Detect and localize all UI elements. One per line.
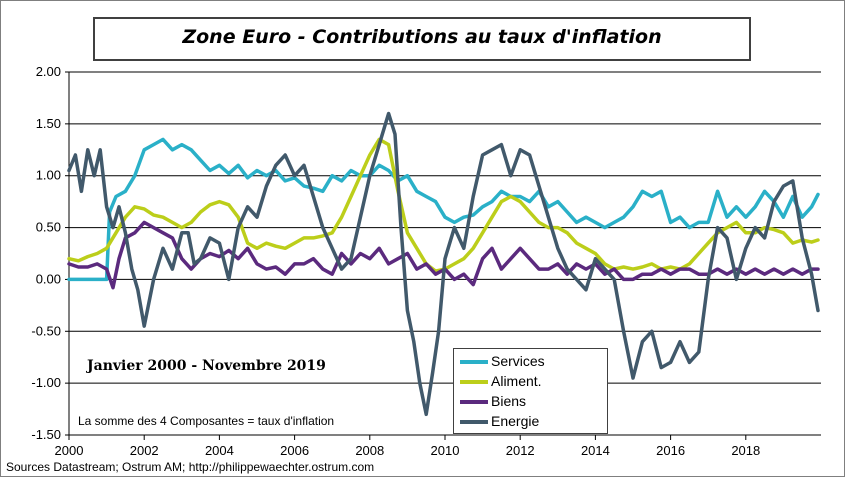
y-tick-label-0: 2.00	[36, 64, 61, 79]
chart-title: Zone Euro - Contributions au taux d'infl…	[182, 26, 662, 48]
series-line-services	[67, 137, 820, 282]
series-line-biens	[67, 220, 820, 290]
x-axis-tick-labels: 2000 2002 2004 2006 2008 2010 2012 2014 2016 2018	[55, 443, 761, 458]
legend-swatch-biens	[460, 400, 488, 404]
y-axis-tick-labels: 2.00 1.50 1.00 0.50 0.00 -0.50 -1.00 -1.50	[31, 64, 61, 442]
legend-swatch-energie	[460, 420, 488, 424]
x-tick-label-0: 2000	[55, 443, 84, 458]
y-tick-label-2: 1.00	[36, 168, 61, 183]
title-box: Zone Euro - Contributions au taux d'infl…	[93, 17, 751, 61]
x-tick-label-8: 2016	[656, 443, 685, 458]
axes	[65, 71, 821, 440]
legend-swatch-services	[460, 360, 488, 364]
x-tick-label-3: 2006	[280, 443, 309, 458]
legend-item-energie: Energie	[460, 411, 605, 431]
y-tick-label-7: -1.50	[31, 427, 61, 442]
series-line-aliment	[67, 137, 820, 273]
y-tick-label-4: 0.00	[36, 271, 61, 286]
x-tick-label-6: 2012	[506, 443, 535, 458]
legend-swatch-aliment	[460, 380, 488, 384]
y-tick-label-5: -0.50	[31, 323, 61, 338]
y-tick-label-3: 0.50	[36, 220, 61, 235]
legend-item-biens: Biens	[460, 391, 605, 411]
source-text: Sources Datastream; Ostrum AM; http://ph…	[6, 460, 375, 474]
note-text: La somme des 4 Composantes = taux d'infl…	[78, 414, 335, 428]
series-line-energie	[67, 111, 820, 417]
y-tick-label-1: 1.50	[36, 116, 61, 131]
legend-label-aliment: Aliment.	[491, 373, 542, 389]
legend-item-services: Services	[460, 351, 605, 371]
x-tick-label-5: 2010	[431, 443, 460, 458]
legend-item-aliment: Aliment.	[460, 371, 605, 391]
x-tick-label-1: 2002	[130, 443, 159, 458]
period-label: Janvier 2000 - Novembre 2019	[87, 358, 326, 374]
x-tick-label-4: 2008	[355, 443, 384, 458]
x-tick-label-2: 2004	[205, 443, 234, 458]
legend-label-services: Services	[491, 353, 545, 369]
series-lines	[67, 111, 820, 417]
x-tick-label-7: 2014	[581, 443, 610, 458]
legend: Services Aliment. Biens Energie	[453, 348, 608, 434]
x-tick-label-9: 2018	[731, 443, 760, 458]
legend-label-biens: Biens	[491, 393, 527, 409]
y-tick-label-6: -1.00	[31, 375, 61, 390]
legend-label-energie: Energie	[491, 413, 540, 429]
